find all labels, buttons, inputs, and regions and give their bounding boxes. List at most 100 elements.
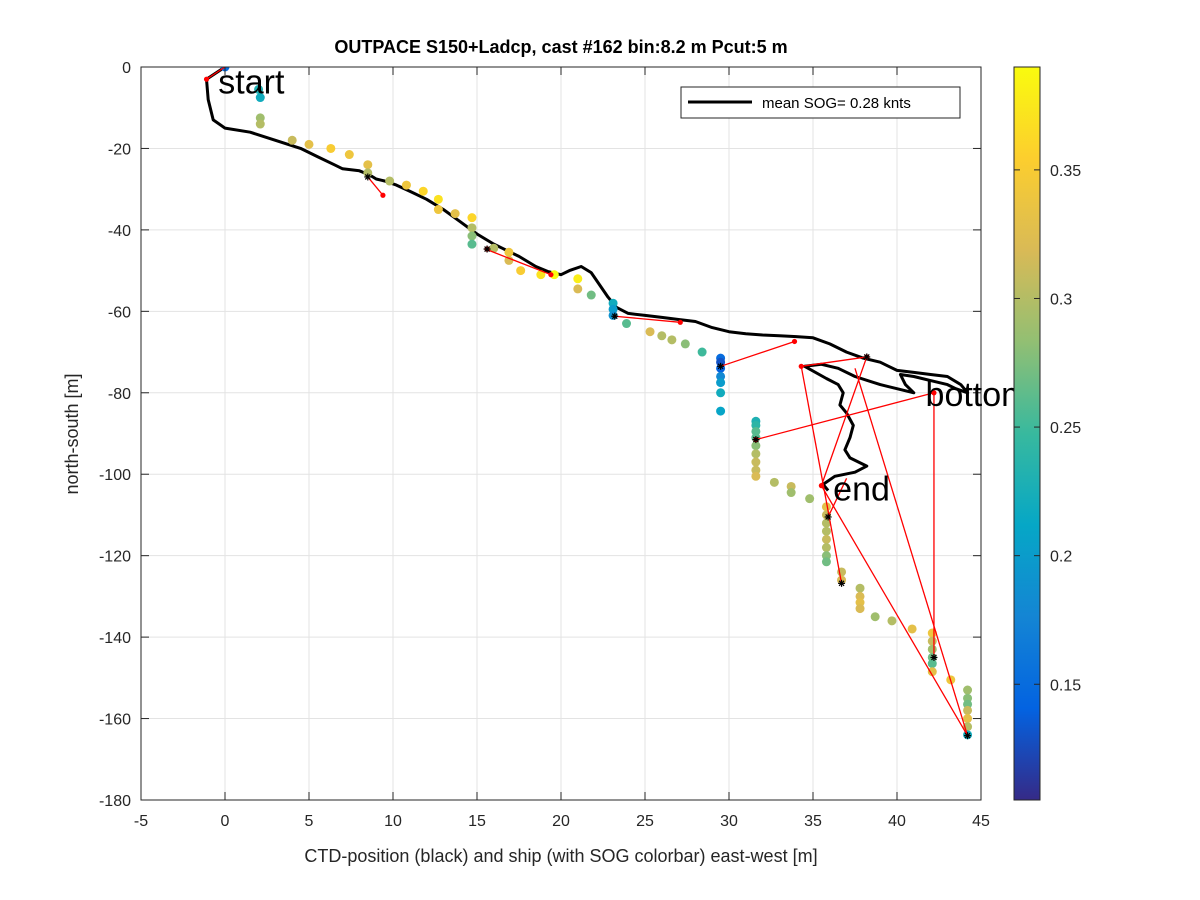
annotation-start: start: [218, 63, 285, 101]
asterisk-stroke: [825, 514, 832, 520]
red-segment: [485, 248, 552, 276]
ship-point: [769, 477, 779, 487]
ship-point: [927, 659, 937, 669]
black-asterisk-marker: [483, 245, 491, 253]
ship-point: [821, 526, 831, 536]
annotations-layer: start bottom end: [218, 63, 1029, 508]
x-tick-label: 25: [636, 813, 654, 830]
ship-point: [751, 471, 761, 481]
ship-point: [450, 209, 460, 219]
x-tick-label: 40: [888, 813, 906, 830]
x-tick-label: 35: [804, 813, 822, 830]
y-tick-label: -180: [99, 793, 131, 810]
red-segment: [820, 356, 868, 486]
colorbar-tick-label: 0.35: [1050, 163, 1081, 180]
ship-point: [821, 534, 831, 544]
ship-point: [573, 284, 583, 294]
ship-point: [751, 449, 761, 459]
ship-point: [467, 239, 477, 249]
ship-point: [963, 685, 973, 695]
ship-point: [963, 705, 973, 715]
ship-point: [304, 139, 314, 149]
legend-entry: mean SOG= 0.28 knts: [762, 95, 911, 112]
ship-point: [855, 583, 865, 593]
ship-point: [433, 194, 443, 204]
ship-point: [622, 319, 632, 329]
red-marker: [203, 76, 210, 82]
ship-point: [716, 406, 726, 416]
x-tick-label: 15: [468, 813, 486, 830]
ctd-track-layer: [205, 67, 970, 492]
asterisk-stroke: [717, 363, 724, 370]
ship-point: [326, 143, 336, 153]
black-asterisk-marker: [863, 353, 871, 361]
y-tick-label: -120: [99, 549, 131, 566]
ship-point: [680, 339, 690, 349]
ship-point: [254, 84, 264, 94]
ship-point: [573, 274, 583, 284]
red-segment: [206, 67, 226, 80]
ship-point: [586, 290, 596, 300]
red-segment: [827, 478, 848, 518]
ship-point: [697, 347, 707, 357]
colorbar-tick-label: 0.3: [1050, 291, 1072, 308]
ship-point: [657, 331, 667, 341]
ship-point: [504, 247, 514, 257]
red-marker: [798, 363, 804, 369]
x-tick-label: 5: [305, 813, 314, 830]
black-asterisk-marker: [611, 312, 619, 320]
red-segment: [720, 340, 795, 367]
red-marker: [548, 272, 554, 278]
grid-lines: [141, 67, 981, 800]
asterisk-stroke: [863, 354, 870, 360]
ship-point: [821, 502, 831, 512]
legend[interactable]: mean SOG= 0.28 knts: [680, 86, 961, 119]
red-marker: [791, 338, 798, 345]
asterisk-stroke: [931, 654, 937, 661]
ship-point: [467, 213, 477, 223]
ship-point: [418, 186, 428, 196]
ship-point: [467, 231, 477, 241]
y-axis-label: north-south [m]: [62, 373, 82, 494]
ship-point: [433, 205, 443, 215]
x-tick-label: 0: [221, 813, 230, 830]
colorbar-bar: [1013, 66, 1041, 801]
y-tick-label: -20: [108, 141, 131, 158]
ship-point: [385, 176, 395, 186]
ship-point: [287, 135, 297, 145]
black-asterisk-marker: [717, 362, 725, 370]
black-asterisk-marker: [752, 436, 760, 444]
asterisk-stroke: [752, 436, 759, 443]
asterisk-stroke: [964, 732, 971, 739]
ship-point: [716, 378, 726, 388]
plot-content: [203, 67, 973, 740]
red-marker: [380, 192, 386, 198]
y-tick-label: -80: [108, 386, 131, 403]
asterisk-stroke: [611, 313, 618, 320]
ship-point: [963, 714, 973, 724]
red-segment: [854, 368, 969, 736]
ship-point: [751, 457, 761, 467]
colorbar-ticks: 0.15 0.2 0.25 0.3 0.35: [1014, 163, 1081, 694]
ship-point: [645, 327, 655, 337]
ship-point: [855, 604, 865, 614]
ship-point: [786, 488, 796, 498]
red-marker: [677, 319, 683, 325]
red-segment: [755, 392, 935, 441]
red-segment: [820, 485, 969, 736]
ship-point: [401, 180, 411, 190]
ship-point: [716, 388, 726, 398]
ship-point: [667, 335, 677, 345]
asterisk-stroke: [838, 580, 845, 587]
annotation-end: end: [833, 470, 890, 508]
ship-point: [821, 543, 831, 553]
y-tick-label: 0: [122, 60, 131, 77]
y-tick-label: -140: [99, 630, 131, 647]
chart-title: OUTPACE S150+Ladcp, cast #162 bin:8.2 m …: [334, 37, 787, 57]
annotation-bottom: bottom: [926, 376, 1030, 414]
ship-point: [344, 150, 354, 160]
ship-point: [927, 644, 937, 654]
black-asterisk-marker: [964, 732, 972, 740]
x-tick-label: 30: [720, 813, 738, 830]
colorbar: 0.15 0.2 0.25 0.3 0.35: [1013, 66, 1081, 801]
